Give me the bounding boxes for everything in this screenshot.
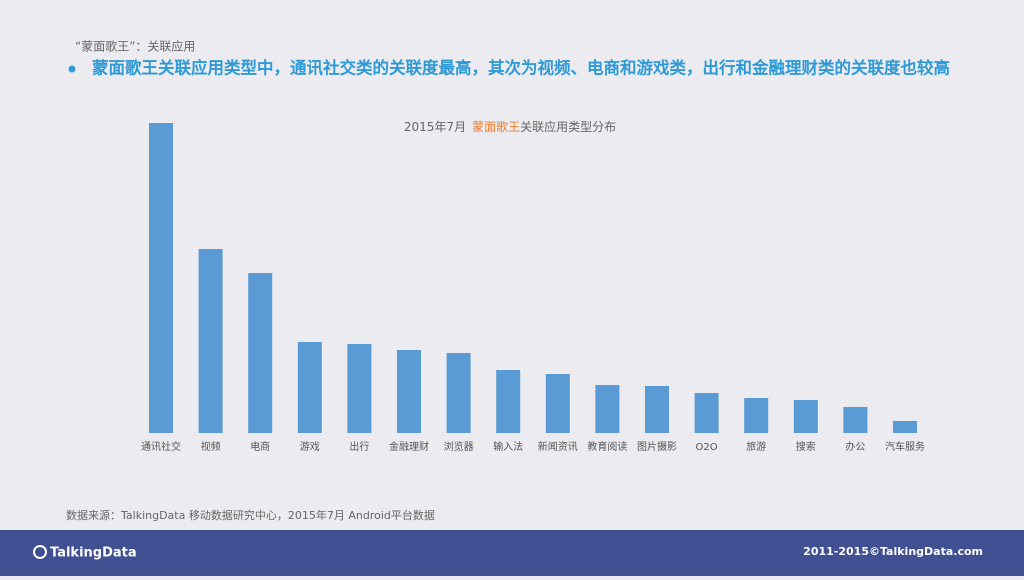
logo-icon [33,545,47,559]
headline: 蒙面歌王关联应用类型中，通讯社交类的关联度最高，其次为视频、电商和游戏类，出行和… [92,58,950,78]
bar [248,273,273,433]
x-tick-label: 金融理财 [389,440,429,453]
bar [595,385,620,433]
x-tick-label: 搜索 [796,440,816,453]
chart-title-part: 2015年7月 [404,120,466,134]
bar [297,342,322,433]
x-tick-label: 旅游 [746,440,766,453]
bar [198,249,223,433]
x-tick-label: 游戏 [300,440,320,453]
bar [545,374,570,433]
x-tick-label: 图片摄影 [637,440,677,453]
x-tick-label: 教育阅读 [587,440,627,453]
chart-title-part: 关联应用类型分布 [520,119,616,134]
bar [347,344,372,433]
bar [694,393,719,433]
logo: TalkingData [50,546,137,561]
bar [893,421,917,433]
x-tick-label: 出行 [349,440,369,453]
copyright: 2011-2015©TalkingData.com [803,545,983,558]
x-tick-label: 电商 [250,440,270,453]
footer-band [0,530,1024,576]
x-tick-label: 办公 [845,440,865,453]
bar [843,407,868,433]
chart-title: 2015年7月 蒙面歌王关联应用类型分布 [404,119,616,134]
x-tick-label: 汽车服务 [885,440,925,453]
bar [744,398,769,433]
chart-title-highlight: 蒙面歌王 [472,119,520,134]
x-tick-label: 通讯社交 [141,440,181,453]
bar [446,353,471,433]
x-tick-label: 浏览器 [444,440,474,453]
bar [645,386,669,433]
x-tick-label: 视频 [201,440,221,453]
source: 数据来源：TalkingData 移动数据研究中心，2015年7月 Androi… [66,508,435,522]
subtitle: “蒙面歌王”：关联应用 [75,39,195,54]
bar [149,123,173,433]
bar [496,370,521,433]
x-tick-label: O2O [696,442,718,453]
bullet [68,65,76,73]
plot: 通讯社交 视频 电商 游戏 出行 金融理财 浏览器 输入法 新闻资讯 教育阅读 图片摄影 O2O 旅游 搜… [141,123,925,453]
x-tick-label: 新闻资讯 [538,440,578,453]
bar [793,400,818,433]
x-tick-label: 输入法 [493,440,523,453]
bar [397,350,421,433]
